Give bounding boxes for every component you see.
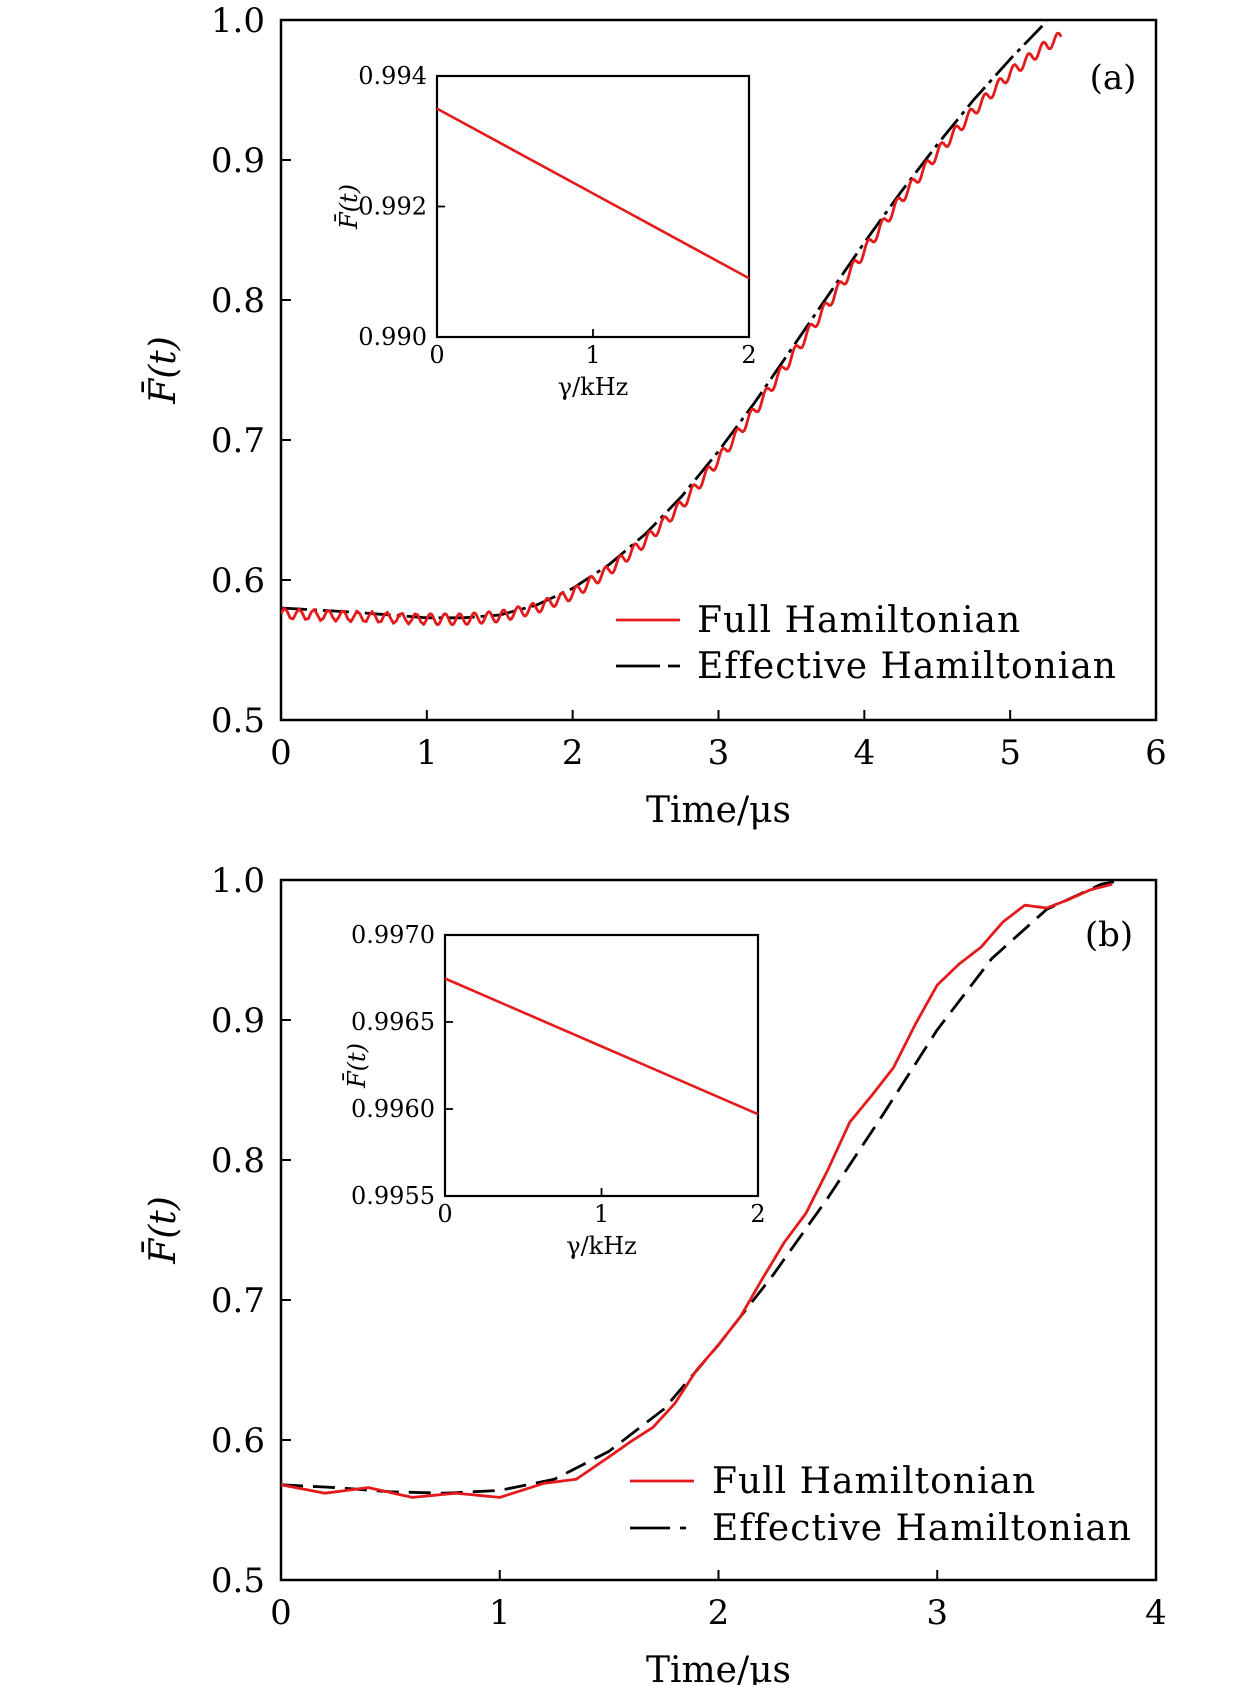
panel-b-y-axis-title: F̄(t) (141, 1196, 184, 1265)
panel-b-xtick-label: 3 (926, 1593, 948, 1633)
panel-a-ytick-label: 0.8 (211, 281, 265, 321)
panel-a-xtick-label: 0 (270, 733, 292, 773)
panel-a-y-axis-title: F̄(t) (141, 336, 184, 405)
panel-b-x-axis-title: Time/μs (646, 1650, 791, 1685)
panel-a-ytick-label: 0.5 (211, 701, 265, 741)
panel-b-ytick-label: 0.5 (211, 1561, 265, 1601)
panel-b-inset-xtick-label: 2 (750, 1200, 765, 1228)
panel-b-inset-x-title: γ/kHz (566, 1232, 637, 1260)
panel-a-series-effective (281, 20, 1048, 620)
panel-b-inset-y-title: F̄(t) (343, 1043, 371, 1089)
panel-a-inset-ytick-label: 0.990 (358, 323, 427, 351)
panel-a-inset-y-title: F̄(t) (335, 184, 363, 230)
panel-a-xtick-label: 6 (1145, 733, 1167, 773)
panel-b-legend-label: Full Hamiltonian (712, 1461, 1036, 1502)
panel-a-ytick-label: 0.6 (211, 561, 265, 601)
panel-b-inset-xtick-label: 1 (594, 1200, 609, 1228)
panel-a-inset-ytick-label: 0.994 (358, 62, 427, 90)
panel-a-legend-label: Full Hamiltonian (697, 600, 1021, 641)
panel-a-xtick-label: 1 (416, 733, 438, 773)
panel-b-xtick-label: 0 (270, 1593, 292, 1633)
panel-b-inset: 0 1 2 0.9955 0.9960 0.9965 0.9970 γ/kHz F̄(t) (343, 921, 766, 1260)
panel-b-series-full (281, 882, 1113, 1499)
panel-a-xtick-label: 5 (999, 733, 1021, 773)
panel-b-ytick-label: 0.8 (211, 1141, 265, 1181)
panel-b-inset-ytick-label: 0.9960 (351, 1095, 435, 1123)
panel-b-xtick-label: 2 (708, 1593, 730, 1633)
panel-a-series-full (281, 31, 1063, 627)
panel-a-inset-series (436, 107, 750, 280)
panel-a-ytick-label: 1.0 (211, 1, 265, 41)
panel-a-inset-xtick-label: 0 (429, 341, 444, 369)
panel-b-legend: Full Hamiltonian Effective Hamiltonian (630, 1461, 1132, 1549)
panel-b-inset-ytick-label: 0.9965 (351, 1008, 435, 1036)
panel-b-xtick-label: 4 (1145, 1593, 1167, 1633)
panel-b-label: (b) (1085, 915, 1133, 955)
panel-b-ytick-label: 0.6 (211, 1421, 265, 1461)
panel-b-ytick-label: 0.7 (211, 1281, 265, 1321)
panel-a-x-axis-title: Time/μs (646, 790, 791, 831)
panel-b-inset-ytick-label: 0.9970 (351, 921, 435, 949)
panel-a-inset: 0 1 2 0.990 0.992 0.994 γ/kHz F̄(t) (335, 62, 757, 401)
panel-b-xtick-label: 1 (489, 1593, 511, 1633)
panel-a-inset-ytick-label: 0.992 (358, 193, 427, 221)
panel-a-legend: Full Hamiltonian Effective Hamiltonian (616, 600, 1117, 687)
panel-b-inset-frame (443, 933, 760, 1198)
panel-b-inset-ytick-label: 0.9955 (351, 1182, 435, 1210)
panel-a-xtick-label: 2 (562, 733, 584, 773)
panel-b-inset-xtick-label: 0 (437, 1200, 452, 1228)
panel-a-inset-x-title: γ/kHz (558, 373, 629, 401)
panel-a: 0 1 2 3 4 5 6 0.5 0.6 0.7 0.8 0.9 1.0 Time/μs F̄(t) (a)… (141, 1, 1166, 831)
panel-a-inset-xtick-label: 1 (585, 341, 600, 369)
panel-b-ytick-label: 1.0 (211, 861, 265, 901)
panel-b-legend-label: Effective Hamiltonian (712, 1508, 1132, 1549)
panel-a-legend-label: Effective Hamiltonian (697, 646, 1117, 687)
panel-b: 0 1 2 3 4 0.5 0.6 0.7 0.8 0.9 1.0 Time/μs F̄(t) (b) Fu… (141, 861, 1166, 1685)
panel-a-label: (a) (1090, 58, 1137, 98)
panel-a-ytick-label: 0.9 (211, 141, 265, 181)
panel-b-inset-series (444, 977, 759, 1116)
panel-a-ytick-label: 0.7 (211, 421, 265, 461)
panel-a-inset-frame (435, 74, 751, 339)
panel-a-xtick-label: 3 (708, 733, 730, 773)
panel-a-inset-xtick-label: 2 (741, 341, 756, 369)
panel-a-xtick-label: 4 (854, 733, 876, 773)
panel-b-ytick-label: 0.9 (211, 1001, 265, 1041)
